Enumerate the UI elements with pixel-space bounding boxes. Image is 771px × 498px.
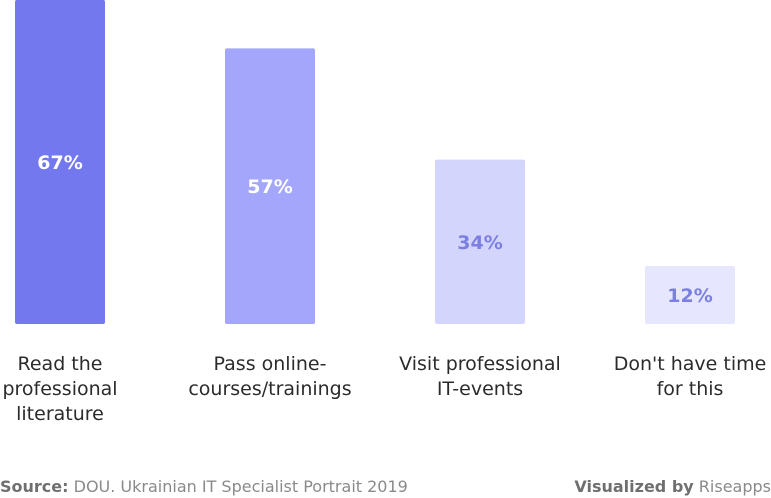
bar-1 bbox=[15, 0, 105, 324]
bar-value-label-3: 34% bbox=[457, 232, 502, 254]
category-label-line: professional bbox=[2, 378, 118, 400]
category-label-line: literature bbox=[16, 403, 104, 425]
category-label-line: Read the bbox=[17, 353, 103, 375]
bar-value-label-2: 57% bbox=[247, 176, 292, 198]
category-label-line: IT-events bbox=[436, 378, 524, 400]
category-label-line: for this bbox=[656, 378, 724, 400]
source-note: Source: DOU. Ukrainian IT Specialist Por… bbox=[0, 477, 408, 496]
bar-2 bbox=[225, 48, 315, 324]
category-label-line: Pass online- bbox=[213, 353, 327, 375]
source-label: Source: bbox=[0, 477, 69, 496]
category-label-line: Don't have time bbox=[613, 353, 767, 375]
bar-chart: 67% 57% 34% 12% bbox=[15, 0, 735, 324]
category-label-4: Don't have time for this bbox=[595, 352, 771, 402]
bar-3 bbox=[435, 159, 525, 324]
source-text: DOU. Ukrainian IT Specialist Portrait 20… bbox=[73, 477, 408, 496]
visualized-by-label: Visualized by bbox=[574, 477, 694, 496]
category-label-line: Visit professional bbox=[399, 353, 561, 375]
category-label-2: Pass online-courses/trainings bbox=[175, 352, 365, 402]
category-label-3: Visit professional IT-events bbox=[385, 352, 575, 402]
bar-4 bbox=[645, 265, 735, 324]
category-label-line: courses/trainings bbox=[188, 378, 352, 400]
bar-value-label-4: 12% bbox=[667, 285, 712, 307]
category-label-1: Read the professional literature bbox=[0, 352, 155, 427]
bar-value-label-1: 67% bbox=[37, 152, 82, 174]
visualized-by-note: Visualized by Riseapps bbox=[574, 477, 771, 496]
visualized-by-text: Riseapps bbox=[698, 477, 771, 496]
